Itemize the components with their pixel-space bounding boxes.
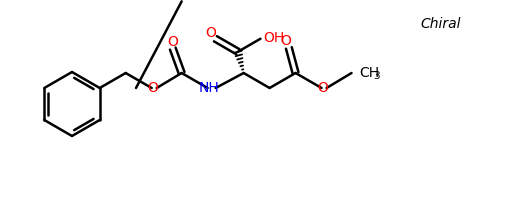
Text: 3: 3: [374, 71, 380, 81]
Text: O: O: [205, 26, 216, 40]
Text: NH: NH: [198, 81, 219, 95]
Text: CH: CH: [359, 66, 380, 80]
Text: O: O: [317, 81, 328, 95]
Text: O: O: [281, 34, 291, 48]
Text: O: O: [167, 34, 178, 48]
Text: OH: OH: [263, 31, 284, 45]
Text: Chiral: Chiral: [420, 17, 460, 31]
Text: O: O: [147, 81, 158, 95]
